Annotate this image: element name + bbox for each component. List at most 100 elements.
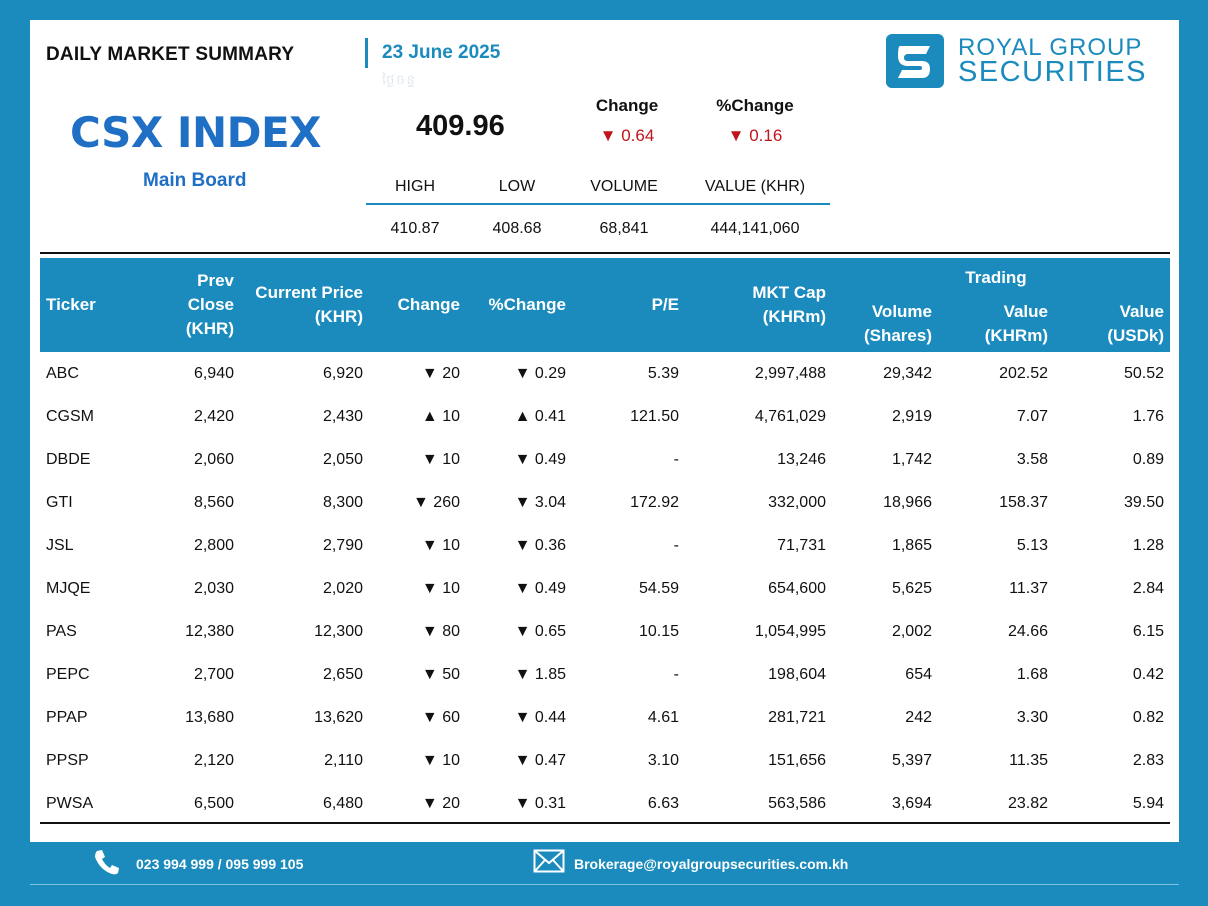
logo-text-line2: SECURITIES: [958, 56, 1148, 88]
table-row: GTI 8,560 8,300 ▼ 260 ▼ 3.04 172.92 332,000 18,…: [40, 481, 1170, 524]
stock-table: Ticker Prev Close (KHR) Current Price (K…: [40, 258, 1170, 825]
col-value-khr: Trading Value (KHRm): [938, 258, 1054, 352]
table-row: MJQE 2,030 2,020 ▼ 10 ▼ 0.49 54.59 654,600 5,62…: [40, 567, 1170, 610]
cell-value-usd: 2.83: [1132, 751, 1164, 769]
cell-change: ▼ 20: [421, 364, 460, 382]
cell-value-usd: 0.82: [1132, 708, 1164, 726]
cell-value-usd: 2.84: [1132, 579, 1164, 597]
cell-value-usd: 39.50: [1123, 493, 1164, 511]
change-label: Change: [595, 96, 659, 115]
col-prev-close-l1: Prev: [197, 271, 234, 290]
table-row: CGSM 2,420 2,430 ▲ 10 ▲ 0.41 121.50 4,761,029 2…: [40, 395, 1170, 438]
summary-card: DAILY MARKET SUMMARY 23 June 2025 ថ្ងៃចន…: [30, 20, 1179, 842]
stat-header-low: LOW: [498, 178, 536, 195]
cell-value-usd: 50.52: [1123, 364, 1164, 382]
report-title: DAILY MARKET SUMMARY: [46, 44, 295, 65]
index-pct-change: ▼ 0.16: [727, 126, 783, 145]
cell-ticker: PAS: [46, 622, 77, 640]
col-pct-change: %Change: [488, 295, 566, 314]
cell-volume: 18,966: [883, 493, 932, 511]
col-pe: P/E: [651, 295, 679, 314]
cell-pct-change: ▼ 0.65: [514, 622, 566, 640]
cell-ticker: GTI: [46, 493, 73, 511]
col-prev-close-l3: (KHR): [185, 319, 234, 338]
cell-change: ▲ 10: [421, 407, 460, 425]
cell-change: ▼ 60: [421, 708, 460, 726]
cell-pct-change: ▼ 0.47: [514, 751, 566, 769]
cell-ticker: JSL: [46, 536, 74, 554]
cell-ticker: ABC: [46, 364, 79, 382]
company-logo: ROYAL GROUP SECURITIES: [886, 34, 1146, 88]
col-value-usd-l2: (USDk): [1107, 326, 1164, 345]
cell-current-price: 6,920: [322, 364, 363, 382]
cell-change: ▼ 10: [421, 536, 460, 554]
cell-prev-close: 6,500: [193, 794, 234, 812]
cell-pct-change: ▼ 0.49: [514, 579, 566, 597]
table-row: JSL 2,800 2,790 ▼ 10 ▼ 0.36 - 71,731 1,865 5.13 1…: [40, 524, 1170, 567]
cell-current-price: 2,020: [322, 579, 363, 597]
phone-icon: [92, 848, 122, 881]
col-prev-close-l2: Close: [187, 295, 234, 314]
stat-header-value: VALUE (KHR): [704, 178, 806, 195]
col-mkt-cap-l2: (KHRm): [762, 307, 826, 326]
cell-mkt-cap: 563,586: [768, 794, 826, 812]
cell-pct-change: ▼ 0.31: [514, 794, 566, 812]
cell-volume: 2,002: [891, 622, 932, 640]
col-current-price-l2: (KHR): [314, 307, 363, 326]
cell-current-price: 2,050: [322, 450, 363, 468]
table-row: PPSP 2,120 2,110 ▼ 10 ▼ 0.47 3.10 151,656 5,397…: [40, 739, 1170, 782]
cell-mkt-cap: 151,656: [768, 751, 826, 769]
bottom-rule: [40, 822, 1170, 824]
table-row: PAS 12,380 12,300 ▼ 80 ▼ 0.65 10.15 1,054,995 2…: [40, 610, 1170, 653]
cell-change: ▼ 10: [421, 751, 460, 769]
index-name: CSX INDEX: [70, 108, 322, 157]
cell-pe: 5.39: [647, 364, 679, 382]
cell-current-price: 2,110: [324, 751, 363, 769]
col-change: Change: [397, 295, 460, 314]
cell-value-usd: 0.42: [1132, 665, 1164, 683]
col-volume-l1: Volume: [871, 302, 932, 321]
cell-pct-change: ▼ 1.85: [514, 665, 566, 683]
cell-prev-close: 2,120: [193, 751, 234, 769]
cell-mkt-cap: 2,997,488: [754, 364, 826, 382]
cell-ticker: MJQE: [46, 579, 91, 597]
cell-value-khr: 1.68: [1016, 665, 1048, 683]
top-rule: [40, 252, 1170, 254]
stat-header-high: HIGH: [395, 178, 435, 195]
cell-ticker: PWSA: [46, 794, 94, 812]
table-row: ABC 6,940 6,920 ▼ 20 ▼ 0.29 5.39 2,997,488 29,3…: [40, 352, 1170, 395]
cell-prev-close: 2,700: [193, 665, 234, 683]
cell-value-khr: 158.37: [999, 493, 1048, 511]
col-value-usd: Value (USDk): [1054, 258, 1170, 352]
footer-divider: [30, 884, 1179, 885]
cell-current-price: 12,300: [314, 622, 363, 640]
cell-value-khr: 7.07: [1016, 407, 1048, 425]
cell-value-khr: 5.13: [1016, 536, 1048, 554]
cell-value-usd: 1.28: [1132, 536, 1164, 554]
cell-value-usd: 0.89: [1132, 450, 1164, 468]
cell-ticker: DBDE: [46, 450, 91, 468]
stat-volume: 68,841: [599, 220, 649, 237]
cell-value-khr: 3.58: [1016, 450, 1048, 468]
index-value: 409.96: [416, 110, 505, 142]
cell-prev-close: 2,800: [193, 536, 234, 554]
table-header-row: Ticker Prev Close (KHR) Current Price (K…: [40, 258, 1170, 352]
col-current-price-l1: Current Price: [255, 283, 363, 302]
stat-header-volume: VOLUME: [590, 178, 658, 195]
cell-pct-change: ▼ 0.44: [514, 708, 566, 726]
cell-volume: 1,742: [891, 450, 932, 468]
cell-change: ▼ 260: [413, 493, 460, 511]
col-prev-close: Prev Close (KHR): [135, 258, 240, 352]
cell-current-price: 2,650: [322, 665, 363, 683]
cell-pe: -: [673, 536, 679, 554]
cell-pe: -: [673, 665, 679, 683]
cell-pct-change: ▲ 0.41: [514, 407, 566, 425]
cell-value-khr: 202.52: [999, 364, 1048, 382]
email-link[interactable]: Brokerage@royalgroupsecurities.com.kh: [574, 856, 849, 872]
cell-volume: 3,694: [891, 794, 932, 812]
cell-pe: 6.63: [647, 794, 679, 812]
cell-pe: -: [673, 450, 679, 468]
col-volume-l2: (Shares): [863, 326, 932, 345]
col-value-khr-l1: Value: [1003, 302, 1048, 321]
index-change: ▼ 0.64: [599, 126, 655, 145]
